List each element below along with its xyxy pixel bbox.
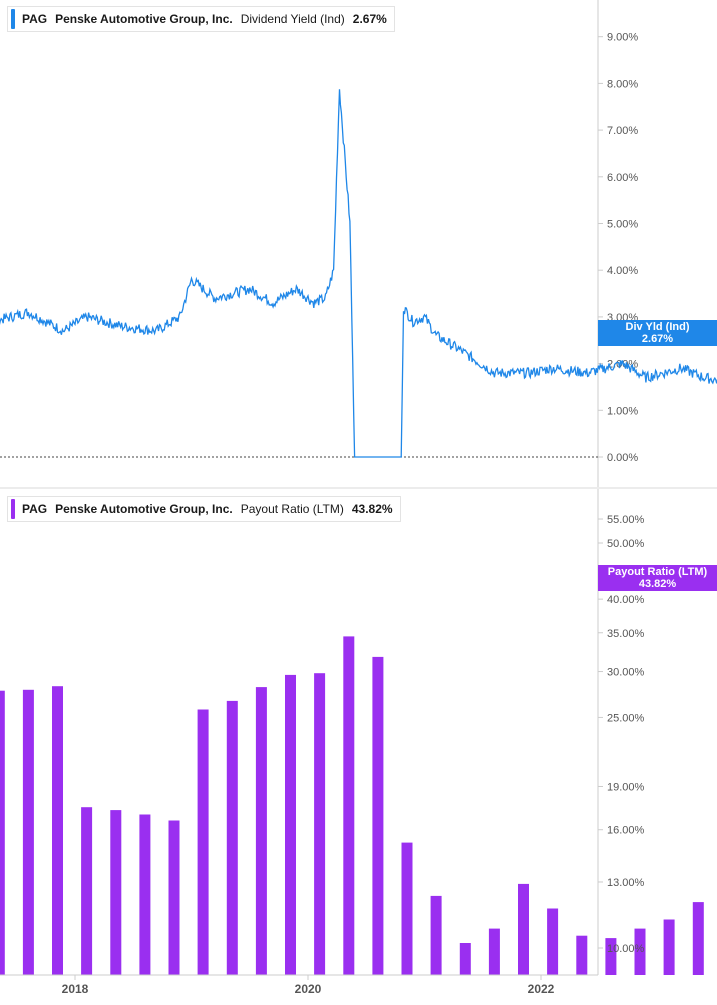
payout-bar: [22, 689, 34, 975]
payout-bar: [518, 883, 529, 975]
top-y-tick-label: 5.00%: [607, 219, 638, 231]
top-legend-metric: Dividend Yield (Ind): [240, 12, 345, 26]
top-legend-company: Penske Automotive Group, Inc.: [55, 12, 233, 26]
top-legend-value: 2.67%: [352, 12, 387, 26]
payout-bar: [81, 807, 93, 975]
bottom-y-tick-label: 13.00%: [607, 877, 645, 889]
payout-value-flag: Payout Ratio (LTM) 43.82%: [598, 565, 717, 591]
bottom-y-tick-label: 10.00%: [607, 943, 645, 955]
top-y-tick-label: 0.00%: [607, 452, 638, 464]
yield-flag-label: Div Yld (Ind): [625, 321, 690, 333]
payout-bar: [605, 938, 617, 975]
payout-bar: [459, 943, 471, 975]
bottom-legend-ticker: PAG: [22, 502, 48, 516]
top-y-tick-label: 1.00%: [607, 405, 638, 417]
payout-bar: [576, 935, 588, 975]
yield-value-flag: Div Yld (Ind) 2.67%: [598, 320, 717, 346]
payout-bar: [343, 636, 355, 975]
bottom-legend-company: Penske Automotive Group, Inc.: [55, 502, 233, 516]
dividend-yield-pane: 0.00%1.00%2.00%3.00%4.00%5.00%6.00%7.00%…: [0, 0, 717, 487]
top-y-tick-label: 4.00%: [607, 265, 638, 277]
payout-bar: [255, 687, 267, 975]
bottom-legend-value: 43.82%: [351, 502, 393, 516]
payout-bar: [0, 690, 5, 975]
payout-bar: [110, 810, 122, 975]
bottom-y-tick-label: 35.00%: [607, 628, 645, 640]
bottom-y-tick-label: 55.00%: [607, 514, 645, 526]
bottom-y-tick-label: 16.00%: [607, 825, 645, 837]
bottom-y-tick-label: 30.00%: [607, 667, 645, 679]
bottom-y-tick-label: 50.00%: [607, 538, 645, 550]
payout-bar: [52, 686, 63, 975]
top-y-tick-label: 9.00%: [607, 32, 638, 44]
payout-bar: [692, 902, 704, 975]
payout-bar: [430, 895, 442, 975]
bottom-legend-metric: Payout Ratio (LTM): [240, 502, 344, 516]
payout-ratio-pane: 10.00% 13.00% 16.00% 19.00% 25.00% 30.00% 35.0…: [0, 489, 704, 975]
payout-bar: [547, 908, 559, 975]
payout-bar: [314, 673, 326, 975]
top-y-tick-label: 7.00%: [607, 125, 638, 137]
yield-swatch: [11, 9, 15, 29]
x-tick-label: 2018: [62, 982, 89, 996]
bottom-legend: PAG Penske Automotive Group, Inc. Payout…: [7, 496, 401, 522]
payout-bar: [168, 820, 180, 975]
payout-bar: [372, 656, 384, 975]
bottom-y-tick-label: 40.00%: [607, 594, 645, 606]
payout-bar: [663, 919, 675, 975]
top-legend-ticker: PAG: [22, 12, 48, 26]
payout-bar: [634, 928, 646, 975]
payout-bar: [139, 814, 151, 975]
yield-flag-value: 2.67%: [641, 333, 674, 345]
top-legend: PAG Penske Automotive Group, Inc. Divide…: [7, 6, 395, 32]
x-tick-label: 2020: [295, 982, 322, 996]
payout-bar: [285, 674, 296, 975]
top-y-tick-label: 6.00%: [607, 172, 638, 184]
payout-swatch: [11, 499, 15, 519]
payout-bar: [488, 928, 500, 975]
bottom-y-tick-label: 25.00%: [607, 712, 645, 724]
payout-bar: [197, 709, 209, 975]
bottom-y-tick-label: 19.00%: [607, 781, 645, 793]
payout-bar: [401, 842, 413, 975]
payout-flag-label: Payout Ratio (LTM): [607, 566, 708, 578]
x-tick-label: 2022: [528, 982, 555, 996]
dividend-yield-line: [0, 89, 717, 458]
top-y-tick-label: 8.00%: [607, 78, 638, 90]
payout-flag-value: 43.82%: [638, 578, 677, 590]
payout-bar: [226, 700, 238, 975]
